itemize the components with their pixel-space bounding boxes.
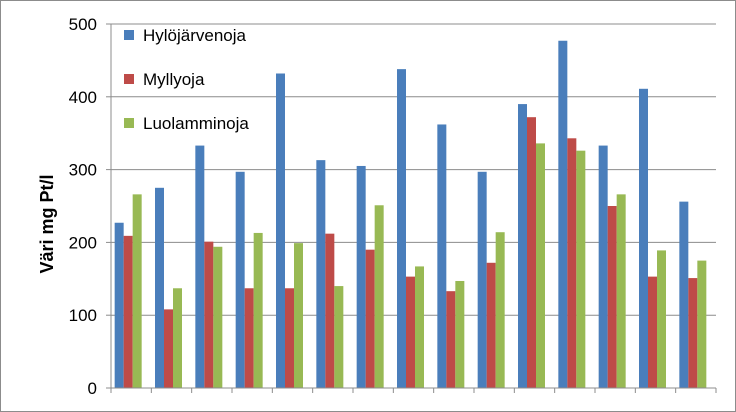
bar bbox=[455, 280, 465, 388]
bar bbox=[598, 145, 608, 388]
y-tick-label: 200 bbox=[69, 233, 97, 252]
bar bbox=[679, 201, 689, 388]
bar bbox=[213, 246, 223, 388]
legend-label: Hylöjärvenoja bbox=[143, 26, 247, 45]
y-tick-label: 0 bbox=[88, 379, 97, 398]
bars bbox=[114, 40, 707, 389]
bar bbox=[486, 262, 496, 388]
bar bbox=[173, 288, 182, 388]
bar bbox=[648, 276, 657, 388]
bar bbox=[567, 138, 577, 388]
bar bbox=[235, 171, 245, 388]
bar bbox=[195, 145, 205, 388]
legend-swatch bbox=[124, 118, 134, 128]
bar bbox=[132, 194, 142, 388]
bar bbox=[527, 117, 536, 389]
bar bbox=[657, 250, 666, 388]
bar bbox=[616, 194, 626, 388]
y-tick-label: 400 bbox=[69, 88, 97, 107]
bar bbox=[437, 124, 447, 389]
bar bbox=[397, 69, 406, 389]
legend-swatch bbox=[124, 74, 134, 84]
bar bbox=[244, 288, 254, 388]
bar bbox=[285, 288, 294, 388]
bar bbox=[155, 187, 164, 388]
bar bbox=[518, 104, 527, 388]
legend: Hylöjärvenoja Myllyoja Luolamminoja bbox=[124, 26, 249, 133]
bar bbox=[639, 88, 648, 389]
bar bbox=[164, 309, 173, 388]
legend-swatch bbox=[124, 30, 134, 40]
bar bbox=[294, 243, 303, 388]
legend-label: Luolamminoja bbox=[143, 114, 249, 133]
bar bbox=[607, 206, 617, 388]
y-tick-label: 300 bbox=[69, 161, 97, 180]
bar bbox=[374, 205, 384, 388]
bar bbox=[356, 165, 366, 388]
bar bbox=[204, 241, 214, 388]
bar bbox=[446, 291, 456, 388]
bar bbox=[325, 233, 335, 388]
bar bbox=[536, 143, 545, 388]
bar bbox=[253, 232, 263, 388]
bar bbox=[123, 235, 133, 388]
y-tick-label: 100 bbox=[69, 306, 97, 325]
y-tick-label: 500 bbox=[69, 15, 97, 34]
axes bbox=[106, 23, 717, 393]
bar bbox=[688, 278, 698, 388]
bar bbox=[415, 266, 424, 388]
y-axis-title: Väri mg Pt/l bbox=[37, 174, 57, 273]
bar bbox=[276, 73, 285, 388]
bar bbox=[406, 276, 415, 388]
bar bbox=[114, 222, 124, 388]
bar bbox=[576, 150, 586, 388]
bar bbox=[477, 171, 487, 388]
bar bbox=[558, 40, 568, 389]
legend-label: Myllyoja bbox=[143, 70, 205, 89]
bar bbox=[697, 260, 707, 388]
y-tick-labels: 0 100 200 300 400 500 bbox=[69, 15, 97, 398]
bar bbox=[495, 232, 505, 388]
bar bbox=[365, 249, 375, 388]
bar bbox=[334, 286, 344, 388]
bar bbox=[316, 160, 326, 388]
